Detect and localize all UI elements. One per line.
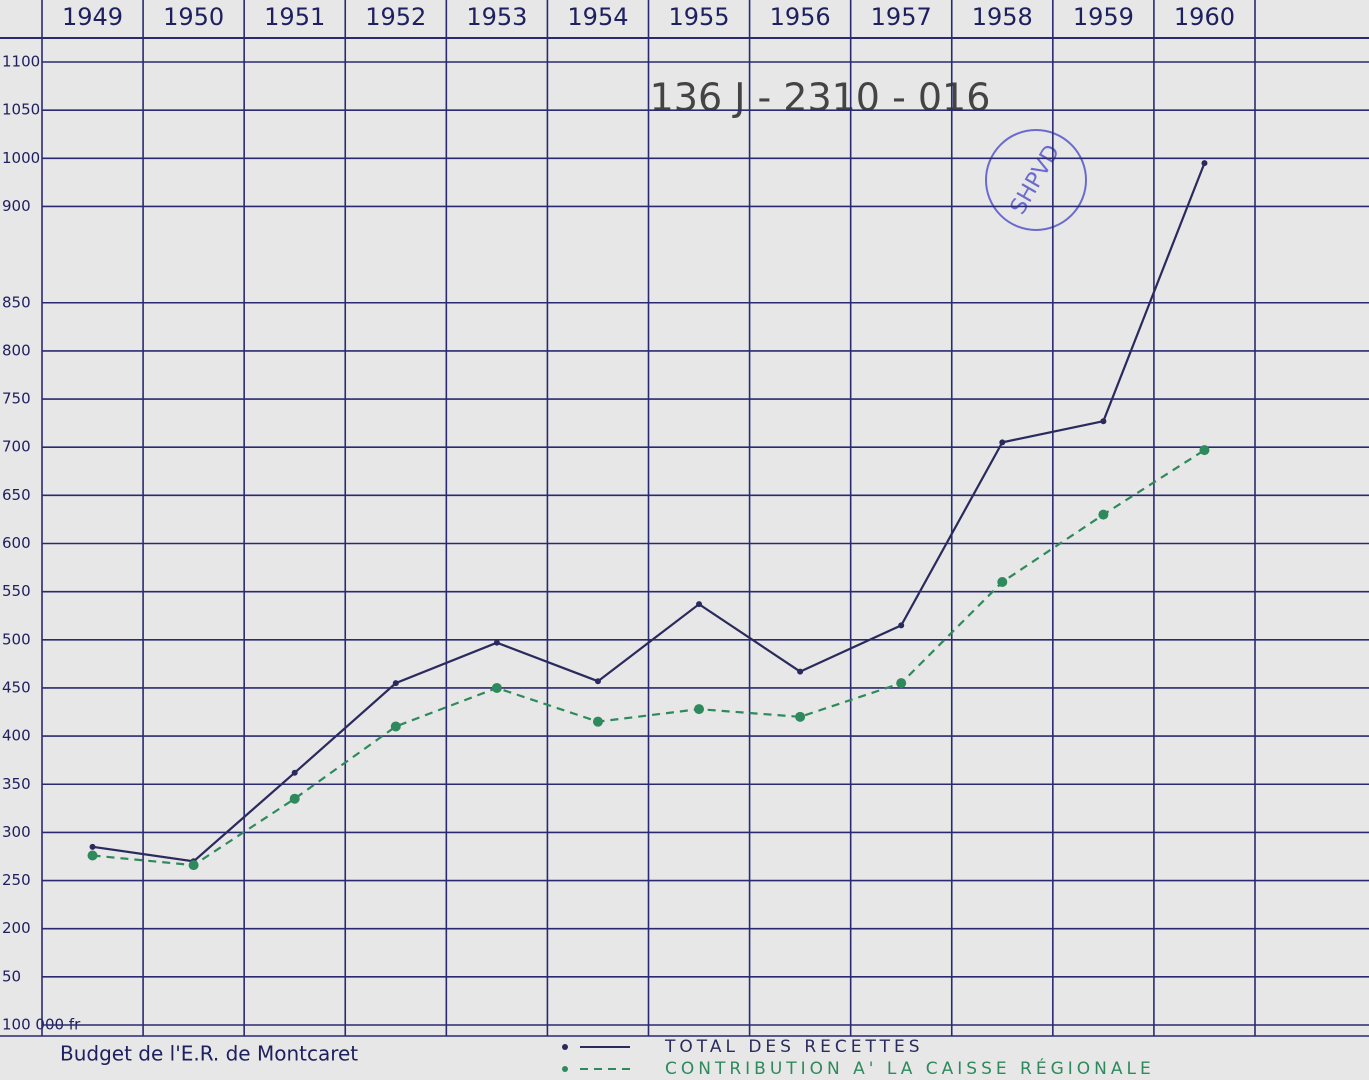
series-line xyxy=(92,449,1206,867)
x-tick-label: 1952 xyxy=(365,3,426,31)
y-tick-label: 700 xyxy=(2,438,31,456)
point xyxy=(390,721,401,732)
point xyxy=(289,793,300,804)
x-tick-label: 1956 xyxy=(770,3,831,31)
point xyxy=(594,678,601,685)
stamp xyxy=(985,129,1087,231)
y-tick-label: 800 xyxy=(2,341,31,359)
y-tick-label: 300 xyxy=(2,823,31,841)
x-tick-label: 1950 xyxy=(163,3,224,31)
point xyxy=(89,843,96,850)
point xyxy=(592,716,603,727)
x-tick-label: 1951 xyxy=(264,3,325,31)
x-tick-label: 1960 xyxy=(1174,3,1235,31)
x-tick-label: 1953 xyxy=(466,3,527,31)
y-tick-label: 50 xyxy=(2,967,21,985)
point xyxy=(1199,445,1210,456)
legend-marker xyxy=(562,1044,568,1050)
point xyxy=(491,682,502,693)
y-tick-label: 500 xyxy=(2,630,31,648)
y-tick-label: 750 xyxy=(2,390,31,408)
y-tick-label: 650 xyxy=(2,486,31,504)
x-tick-label: 1957 xyxy=(871,3,932,31)
point xyxy=(696,601,703,608)
series-line xyxy=(92,162,1206,863)
point xyxy=(291,769,298,776)
y-tick-label: 900 xyxy=(2,197,31,215)
point xyxy=(997,577,1008,588)
y-tick-label: 1000 xyxy=(2,149,40,167)
y-tick-label: 600 xyxy=(2,534,31,552)
y-tick-label: 1050 xyxy=(2,101,40,119)
point xyxy=(493,639,500,646)
y-tick-label: 1100 xyxy=(2,53,40,71)
x-tick-label: 1949 xyxy=(62,3,123,31)
legend-marker xyxy=(562,1066,568,1072)
y-tick-label: 200 xyxy=(2,919,31,937)
point xyxy=(896,678,907,689)
caption: Budget de l'E.R. de Montcaret xyxy=(60,1042,358,1066)
y-tick-label: 400 xyxy=(2,727,31,745)
x-tick-label: 1958 xyxy=(972,3,1033,31)
point xyxy=(795,711,806,722)
x-tick-label: 1959 xyxy=(1073,3,1134,31)
y-tick-label: 250 xyxy=(2,871,31,889)
point xyxy=(797,668,804,675)
y-tick-label: 850 xyxy=(2,293,31,311)
point xyxy=(898,622,905,629)
legend-label: CONTRIBUTION A' LA CAISSE RÉGIONALE xyxy=(665,1057,1155,1079)
point xyxy=(392,680,399,687)
point xyxy=(188,860,199,871)
x-tick-label: 1955 xyxy=(669,3,730,31)
y-tick-label: 550 xyxy=(2,582,31,600)
point xyxy=(999,439,1006,446)
point xyxy=(1100,418,1107,425)
y-tick-label: 350 xyxy=(2,775,31,793)
archive-reference: 136 J - 2310 - 016 xyxy=(650,76,991,120)
y-tick-label: 450 xyxy=(2,678,31,696)
point xyxy=(1201,160,1208,167)
point xyxy=(1098,509,1109,520)
legend-label: TOTAL DES RECETTES xyxy=(664,1037,924,1057)
x-tick-label: 1954 xyxy=(567,3,628,31)
point xyxy=(87,850,98,861)
point xyxy=(694,704,705,715)
